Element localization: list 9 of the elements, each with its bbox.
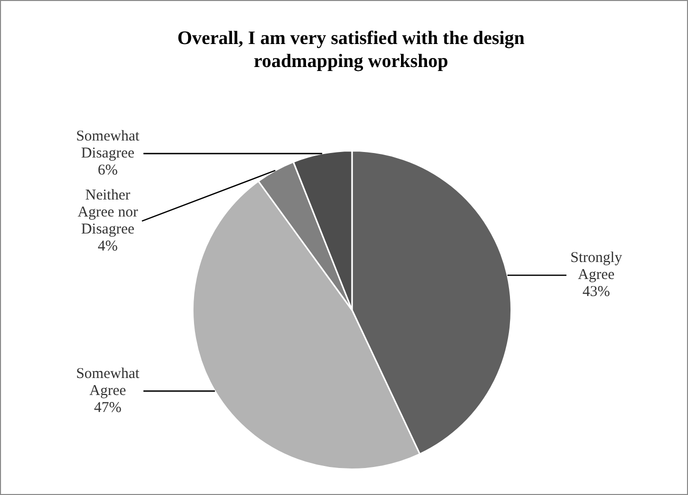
data-label: 6% [98,162,118,179]
chart-title: Overall, I am very satisfied with the design roadmapping workshop [176,27,526,73]
slice-label: Somewhat Agree [76,366,140,399]
data-label: 47% [94,400,122,416]
slice-label: Strongly Agree [570,250,623,284]
data-label: 43% [582,284,610,300]
slice-label: Somewhat Disagree [76,128,140,162]
data-label: 4% [98,238,118,255]
slice-label: Neither Agree nor Disagree [78,188,138,238]
